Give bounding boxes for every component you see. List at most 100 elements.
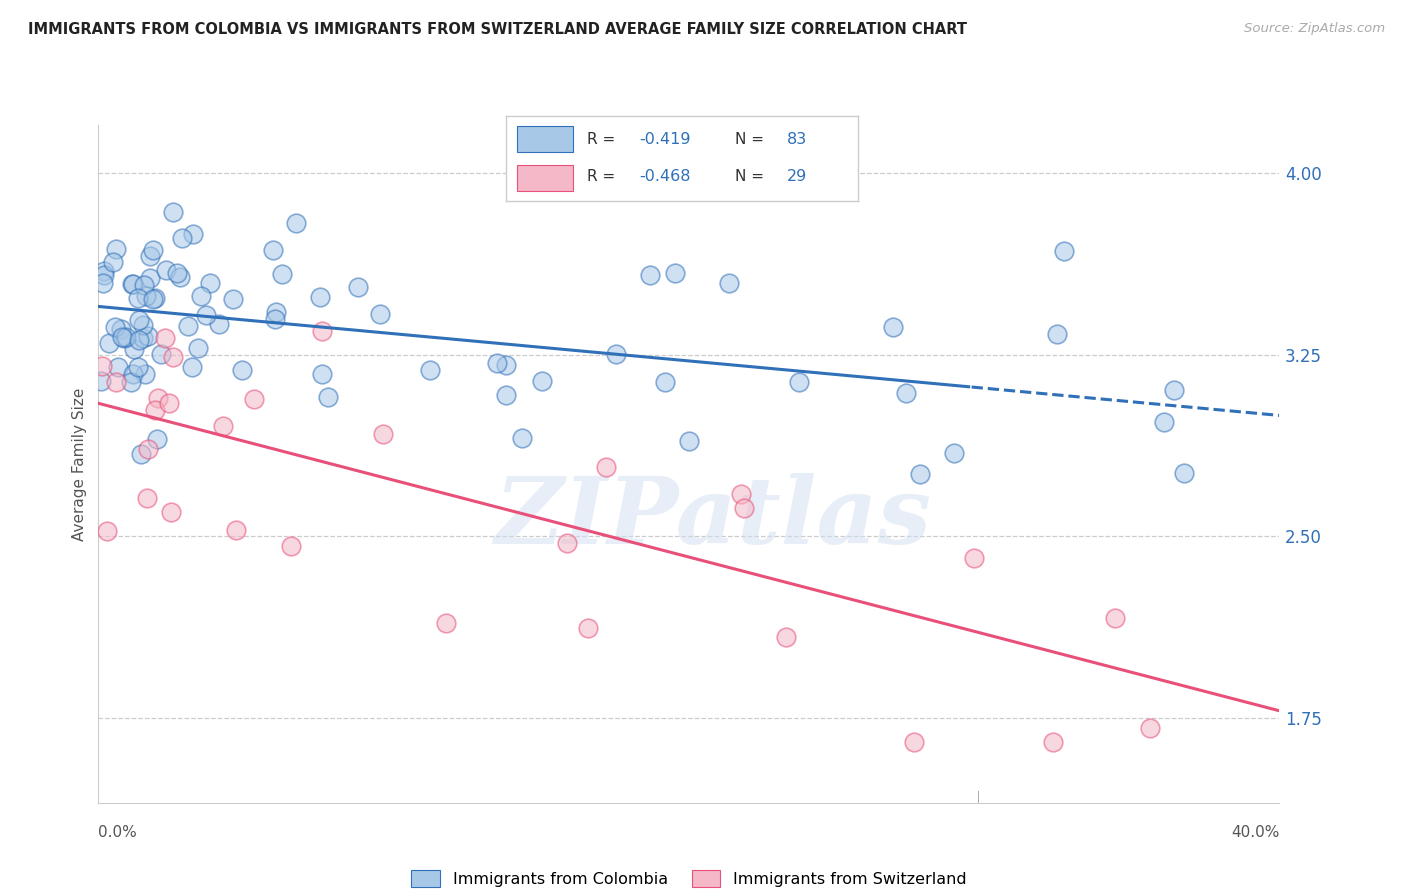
Point [664,266,686,280]
Point [90,374,112,388]
Point [142,243,165,257]
Point [139,249,162,263]
Point [882,319,904,334]
Point [576,621,599,635]
Point [155,263,177,277]
Point [135,289,157,303]
Point [134,367,156,381]
Point [146,392,169,406]
Point [135,491,157,505]
Point [730,486,752,500]
Point [122,342,145,356]
Point [121,277,143,291]
Point [121,277,143,291]
Point [129,447,152,461]
Point [495,358,517,372]
Text: N =: N = [734,169,763,185]
Point [150,347,173,361]
Point [1139,721,1161,735]
Point [638,268,661,282]
Point [153,331,176,345]
Point [93,276,115,290]
Point [93,268,115,282]
Point [1045,327,1067,342]
Text: 0.0%: 0.0% [98,825,138,840]
Point [136,328,159,343]
Point [733,500,755,515]
Point [1163,383,1185,397]
Point [243,392,266,406]
Point [262,244,284,258]
Text: R =: R = [588,132,616,147]
Point [96,524,118,538]
Point [530,374,553,388]
Point [132,277,155,292]
Point [128,334,150,348]
Text: 40.0%: 40.0% [1232,825,1279,840]
Point [190,289,212,303]
Legend: Immigrants from Colombia, Immigrants from Switzerland: Immigrants from Colombia, Immigrants fro… [405,863,973,892]
Point [166,267,188,281]
Point [107,360,129,375]
Point [1104,611,1126,625]
Point [105,375,128,389]
Point [142,292,165,306]
Point [111,330,134,344]
Point [110,321,132,335]
Point [605,347,627,361]
Point [595,459,617,474]
Point [495,388,517,402]
Point [181,227,204,241]
Text: -0.419: -0.419 [640,132,692,147]
Point [654,375,676,389]
Point [308,290,330,304]
Point [181,360,204,375]
Point [555,535,578,549]
Point [143,403,166,417]
Point [198,277,221,291]
Point [132,331,155,345]
Point [280,540,302,554]
Point [285,216,308,230]
Point [138,270,160,285]
Point [127,359,149,374]
Point [486,356,509,370]
Point [145,291,167,305]
Point [98,336,121,351]
Point [896,386,918,401]
Point [264,305,287,319]
Bar [517,126,574,152]
Point [264,312,287,326]
Point [157,396,180,410]
Point [371,427,394,442]
Point [311,367,333,381]
Point [222,292,245,306]
Point [104,319,127,334]
Point [146,433,169,447]
Point [789,375,811,389]
Point [318,390,340,404]
Point [434,616,457,631]
Point [105,242,128,256]
Point [231,362,253,376]
Point [187,342,209,356]
Point [942,445,965,459]
Point [101,254,124,268]
Point [908,467,931,482]
Point [162,351,184,365]
Point [207,317,229,331]
Point [120,375,142,389]
Point [195,308,218,322]
Text: N =: N = [734,132,763,147]
Text: Source: ZipAtlas.com: Source: ZipAtlas.com [1244,22,1385,36]
Point [347,279,370,293]
Point [1153,415,1175,429]
Point [90,359,112,374]
Point [1053,244,1076,258]
Point [419,362,441,376]
Point [127,292,149,306]
Point [121,368,143,382]
Point [172,231,194,245]
Point [169,269,191,284]
Point [1173,467,1195,481]
